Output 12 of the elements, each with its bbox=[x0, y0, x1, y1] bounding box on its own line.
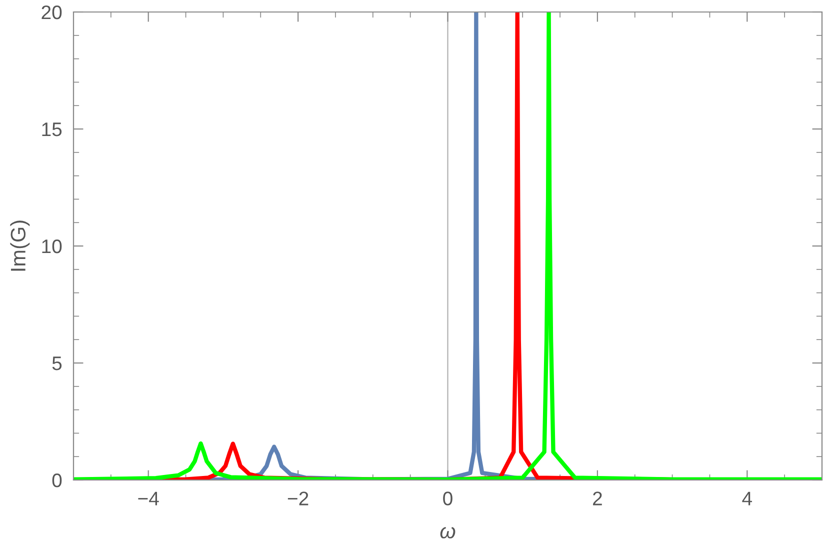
y-tick-label: 5 bbox=[52, 356, 62, 370]
y-tick-label: 0 bbox=[52, 473, 62, 488]
x-tick-label: 4 bbox=[742, 492, 752, 506]
x-axis-title: ω bbox=[440, 527, 456, 538]
y-tick-label: 15 bbox=[42, 122, 62, 136]
x-tick-label: −4 bbox=[138, 492, 159, 506]
y-tick-label: 10 bbox=[42, 239, 62, 254]
y-axis-title: Im(G) bbox=[10, 220, 30, 271]
x-tick-label: 2 bbox=[593, 492, 602, 506]
x-tick-label: −2 bbox=[288, 492, 308, 506]
x-tick-label: 0 bbox=[443, 492, 452, 506]
y-tick-label: 20 bbox=[42, 5, 62, 20]
